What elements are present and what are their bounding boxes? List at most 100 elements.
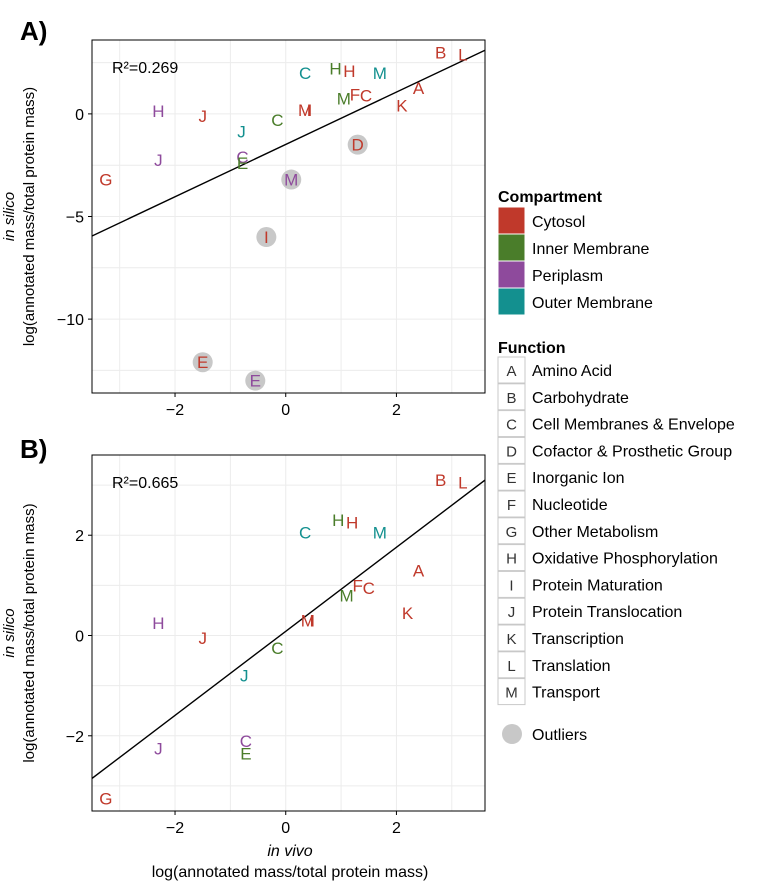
data-point-A: A [413,79,425,98]
data-point-C: C [363,579,375,598]
legend-function-item: Protein Translocation [532,604,682,621]
data-point-B: B [435,43,446,62]
data-point-M: M [298,101,312,120]
legend-function-code: G [506,524,518,541]
legend-function-key [497,463,526,491]
data-point-I: I [307,101,312,120]
legend-function-code: A [506,363,516,380]
data-point-J: J [154,739,163,758]
data-point-L: L [458,474,467,493]
data-point-C: C [299,64,311,83]
legend-function-key [497,624,526,652]
legend-function-item: Transcription [532,631,624,648]
y-axis-label: in silico log(annotated mass/total protei… [1,87,38,346]
y-axis-label: in silico log(annotated mass/total protei… [1,503,38,762]
data-point-H: H [152,614,164,633]
legend-function-item: Nucleotide [532,497,608,514]
data-point-H: H [152,102,164,121]
legend-function-code: B [506,390,516,407]
plot-border [91,454,486,812]
y-tick-label: −2 [66,729,84,746]
outlier-marker [347,134,368,155]
x-tick-label: 2 [392,820,401,837]
legend-outlier-label: Outliers [532,727,587,744]
data-point-H: H [329,60,341,79]
r-squared-label: R²=0.665 [112,475,178,492]
legend-function-item: Transport [532,685,600,702]
legend-function-code: E [506,470,516,487]
x-axis-label-italic: in vivo [267,843,312,860]
y-tick-label: −10 [57,312,84,329]
y-tick-label: −5 [66,210,84,227]
legend-function-key [497,570,526,598]
data-point-H: H [346,514,358,533]
legend-compartment: Compartment Cytosol Inner Membrane Periplas… [497,189,653,316]
legend-swatch-outer-membrane [497,287,526,316]
data-point-M: M [373,524,387,543]
legend-function-key [497,356,526,384]
outlier-marker [192,352,213,373]
legend-function-code: L [507,658,515,675]
outlier-marker [281,169,302,190]
data-point-K: K [402,604,414,623]
data-point-J: J [237,122,246,141]
legend-function-code: H [506,551,517,568]
legend-function-key [497,517,526,545]
data-point-A: A [413,561,425,580]
x-tick-label: 0 [281,820,290,837]
legend-compartment-item: Periplasm [532,268,603,285]
data-point-B: B [435,471,446,490]
data-point-E: E [240,744,251,763]
data-point-F: F [352,576,362,595]
data-point-J: J [198,629,207,648]
legend-function-code: F [507,497,516,514]
data-point-M: M [284,171,298,190]
data-point-I: I [309,611,314,630]
legend-function-key [497,490,526,518]
y-axis-label-text: log(annotated mass/total protein mass) [21,87,38,346]
y-axis-label-italic: in silico [1,192,18,241]
data-point-H: H [332,511,344,530]
outlier-legend-marker [502,724,522,744]
data-point-L: L [458,45,467,64]
r-squared-label: R²=0.269 [112,60,178,77]
legend-function-key [497,436,526,464]
legend-function-key [497,678,526,706]
data-point-E: E [197,353,208,372]
y-axis-label-italic: in silico [1,608,18,657]
grid-lines [92,40,485,393]
legend-function-key [497,383,526,411]
legend-function-code: K [506,631,516,648]
data-point-E: E [250,372,261,391]
legend-function-code: M [505,685,518,702]
panel-label: A) [20,16,47,46]
legend-function-code: I [509,577,513,594]
data-point-J: J [198,107,207,126]
x-tick-label: −2 [166,820,184,837]
data-point-M: M [301,611,315,630]
data-point-H: H [343,62,355,81]
legend-swatch-cytosol [497,206,526,235]
legend-compartment-item: Inner Membrane [532,241,649,258]
legend-function-item: Amino Acid [532,363,612,380]
legend-compartment-item: Outer Membrane [532,295,653,312]
regression-line [92,479,485,779]
x-axis-label: log(annotated mass/total protein mass) [152,864,429,881]
legend-function-item: Cofactor & Prosthetic Group [532,443,732,460]
legend-function-item: Protein Maturation [532,577,663,594]
outlier-marker [245,370,266,391]
data-point-C: C [299,524,311,543]
legend-function: Function A Amino Acid B Carbohydrate C Cell Me… [497,340,735,706]
legend-function-key [497,597,526,625]
outlier-marker [256,227,277,248]
data-point-K: K [396,97,408,116]
y-tick-label: 0 [75,107,84,124]
legend-function-key [497,544,526,572]
data-point-M: M [340,586,354,605]
data-point-C: C [240,732,252,751]
data-point-C: C [271,639,283,658]
legend-function-item: Other Metabolism [532,524,658,541]
